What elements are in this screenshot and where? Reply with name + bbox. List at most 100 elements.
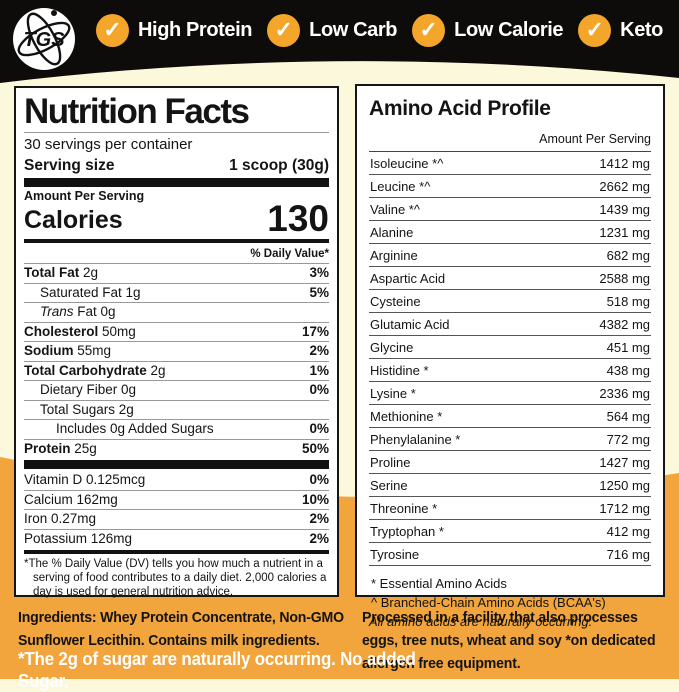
- amino-name: Lysine *: [370, 385, 416, 401]
- vitamin-name: Calcium 162mg: [24, 491, 118, 507]
- amino-amount: 682 mg: [606, 247, 650, 263]
- claim-badge: ✓ Low Carb: [267, 13, 398, 47]
- nutrient-daily-value: 2%: [309, 343, 329, 358]
- amino-name: Proline: [370, 454, 411, 470]
- brand-logo: TGS: [9, 3, 79, 78]
- amino-name: Threonine *: [370, 500, 438, 516]
- amino-amount: 2336 mg: [599, 385, 650, 401]
- nutrient-name: Protein 25g: [24, 440, 97, 456]
- nutrient-row: Trans Fat 0g: [24, 302, 329, 322]
- amino-row: Phenylalanine * 772 mg: [369, 428, 651, 451]
- vitamin-row: Calcium 162mg 10%: [24, 491, 329, 510]
- amino-name: Phenylalanine *: [370, 431, 461, 447]
- nutrient-row: Includes 0g Added Sugars 0%: [24, 419, 329, 439]
- amino-row: Tryptophan * 412 mg: [369, 520, 651, 543]
- amino-row: Proline 1427 mg: [369, 451, 651, 474]
- amino-name: Tryptophan *: [370, 523, 444, 539]
- vitamin-name: Vitamin D 0.125mcg: [24, 472, 146, 487]
- amino-name: Cysteine: [370, 293, 421, 309]
- nutrient-row: Total Fat 2g 3%: [24, 263, 329, 283]
- amino-amount: 1231 mg: [599, 224, 650, 240]
- amino-amount: 518 mg: [606, 293, 650, 309]
- essential-footnote: * Essential Amino Acids: [371, 576, 507, 591]
- amino-rows: Isoleucine *^ 1412 mg Leucine *^ 2662 mg…: [369, 152, 651, 566]
- vitamin-daily-value: 2%: [309, 530, 329, 546]
- badge-label: Low Calorie: [454, 18, 564, 41]
- nutrient-row: Protein 25g 50%: [24, 438, 329, 459]
- serving-size-row: Serving size 1 scoop (30g): [24, 155, 329, 176]
- amino-amount: 438 mg: [606, 362, 650, 378]
- nutrient-daily-value: 5%: [309, 284, 329, 300]
- amino-name: Glycine: [370, 339, 414, 355]
- nutrient-daily-value: 0%: [309, 382, 329, 397]
- amino-amount: 4382 mg: [599, 316, 650, 332]
- vitamin-name: Potassium 126mg: [24, 530, 133, 546]
- nutrient-name: Trans Fat 0g: [40, 304, 116, 319]
- nutrient-daily-value: 17%: [301, 323, 329, 339]
- amino-name: Glutamic Acid: [370, 316, 450, 332]
- amino-amount: 2662 mg: [599, 178, 650, 194]
- amino-amount: 564 mg: [606, 408, 650, 424]
- amino-row: Valine *^ 1439 mg: [369, 198, 651, 221]
- amino-name: Histidine *: [370, 362, 429, 378]
- amino-amount: 1439 mg: [599, 201, 650, 217]
- amino-name: Arginine: [370, 247, 418, 263]
- amino-name: Serine: [370, 477, 408, 493]
- amino-row: Leucine *^ 2662 mg: [369, 175, 651, 198]
- nutrition-facts-panel: Nutrition Facts 30 servings per containe…: [14, 86, 339, 598]
- amino-row: Serine 1250 mg: [369, 474, 651, 497]
- amino-amount: 772 mg: [606, 431, 650, 447]
- amino-row: Alanine 1231 mg: [369, 221, 651, 244]
- amino-name: Valine *^: [370, 201, 420, 217]
- amino-amount: 1427 mg: [599, 454, 650, 470]
- nutrient-row: Cholesterol 50mg 17%: [24, 321, 329, 342]
- vitamin-row: Vitamin D 0.125mcg 0%: [24, 471, 329, 491]
- nutrition-facts-title: Nutrition Facts: [24, 94, 329, 133]
- vitamin-name: Iron 0.27mg: [24, 511, 97, 526]
- calories-label: Calories: [24, 206, 123, 234]
- servings-per-container: 30 servings per container: [24, 136, 193, 153]
- nutrient-daily-value: 50%: [301, 440, 329, 456]
- nutrient-row: Total Carbohydrate 2g 1%: [24, 360, 329, 381]
- divider-medium: [24, 550, 329, 554]
- nutrient-row: Sodium 55mg 2%: [24, 341, 329, 361]
- sugar-note-text: *The 2g of sugar are naturally occurring…: [18, 649, 416, 691]
- top-black-bar: [0, 0, 679, 83]
- badge-label: High Protein: [138, 18, 253, 41]
- vitamin-daily-value: 2%: [309, 511, 329, 526]
- divider-medium: [24, 239, 329, 243]
- check-icon: ✓: [412, 13, 446, 47]
- serving-size-value: 1 scoop (30g): [229, 157, 329, 174]
- nutrient-name: Dietary Fiber 0g: [40, 382, 137, 397]
- amino-amount: 412 mg: [606, 523, 650, 539]
- nutrient-name: Sodium 55mg: [24, 343, 112, 358]
- amino-acid-title: Amino Acid Profile: [369, 97, 551, 120]
- amino-name: Methionine *: [370, 408, 443, 424]
- vitamin-row: Potassium 126mg 2%: [24, 530, 329, 549]
- amino-amount: 451 mg: [606, 339, 650, 355]
- divider-thick: [24, 460, 329, 469]
- atom-logo-icon: TGS: [13, 8, 75, 70]
- amino-row: Histidine * 438 mg: [369, 359, 651, 382]
- daily-value-footnote: *The % Daily Value (DV) tells you how mu…: [24, 558, 327, 598]
- amino-row: Tyrosine 716 mg: [369, 543, 651, 566]
- amino-row: Aspartic Acid 2588 mg: [369, 267, 651, 290]
- amino-row: Threonine * 1712 mg: [369, 497, 651, 520]
- amino-amount: 716 mg: [606, 546, 650, 562]
- nutrient-name: Saturated Fat 1g: [40, 284, 141, 300]
- amino-amount: 1412 mg: [599, 155, 650, 171]
- svg-text:TGS: TGS: [23, 29, 65, 51]
- claim-badge: ✓ High Protein: [96, 13, 253, 47]
- amino-column-header: Amount Per Serving: [369, 130, 651, 152]
- nutrient-name: Total Fat 2g: [24, 265, 99, 280]
- vitamin-daily-value: 0%: [309, 472, 329, 487]
- amino-acid-panel: Amino Acid Profile Amount Per Serving Is…: [355, 84, 665, 629]
- badge-label: Low Carb: [309, 18, 398, 41]
- serving-size-label: Serving size: [24, 157, 115, 174]
- nutrient-name: Total Sugars 2g: [40, 401, 134, 417]
- amino-name: Isoleucine *^: [370, 155, 444, 171]
- amino-amount: 2588 mg: [599, 270, 650, 286]
- amino-name: Alanine: [370, 224, 414, 240]
- amount-per-serving-label: Amount Per Serving: [24, 189, 145, 203]
- claim-badge: ✓ Keto: [578, 13, 663, 47]
